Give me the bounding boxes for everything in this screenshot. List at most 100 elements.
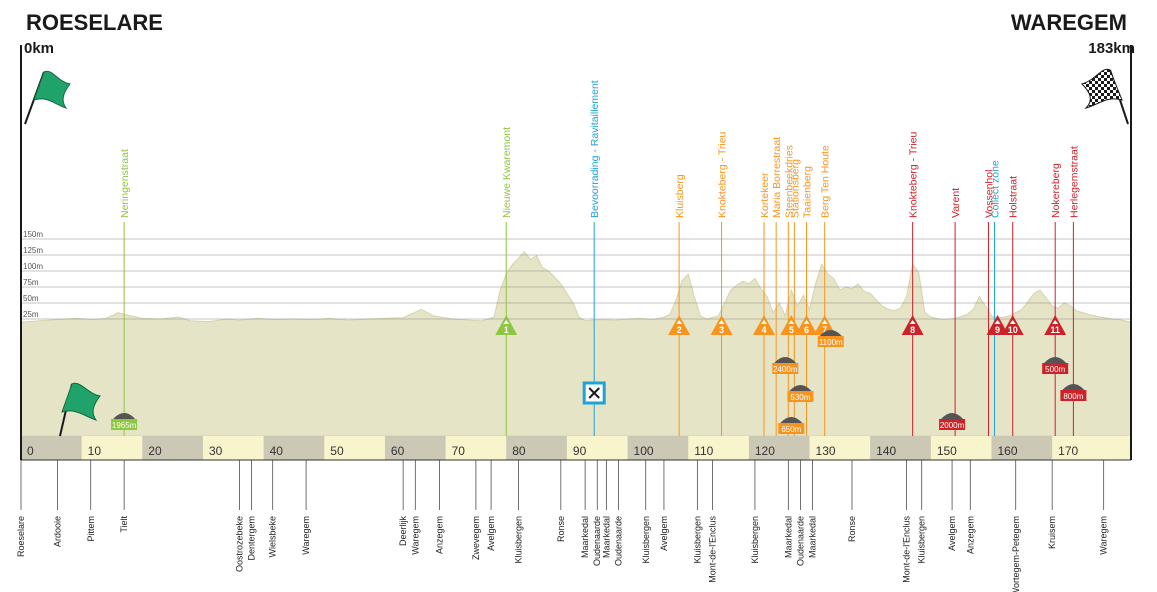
climb-number: 3 — [719, 325, 724, 335]
x-tick-label: 50 — [330, 444, 344, 458]
climb-triangle — [710, 315, 733, 335]
marker-label: Kortekeer — [759, 172, 771, 218]
climb-number: 11 — [1050, 325, 1060, 335]
cobble-length: 800m — [1063, 392, 1083, 401]
marker-label: Nieuwe Kwaremont — [501, 127, 513, 218]
climb-number: 8 — [910, 325, 915, 335]
town-label: Anzegem — [435, 516, 445, 554]
town-label: Mont-de-l'Enclus — [902, 516, 912, 583]
climb-badge: 4 — [753, 315, 776, 335]
km-band-segment — [142, 436, 203, 460]
finish-city: WAREGEM — [1010, 10, 1127, 35]
mountain-icon — [676, 320, 683, 324]
x-tick-label: 160 — [997, 444, 1017, 458]
town-label: Dentergem — [246, 516, 256, 561]
climb-triangle — [495, 315, 518, 335]
town-label: Kruisem — [1047, 516, 1057, 549]
cobble-length-box — [787, 391, 814, 402]
climb-number: 7 — [822, 325, 827, 335]
climb-triangle — [753, 315, 776, 335]
town-label: Anzegem — [965, 516, 975, 554]
cobble-length-box — [111, 419, 138, 430]
climb-badge: 7 — [813, 315, 836, 335]
town-label: Pittem — [86, 516, 96, 542]
cobble-icon — [1062, 384, 1085, 390]
town-label: Avelgem — [947, 516, 957, 551]
climb-badge: 6 — [795, 315, 818, 335]
gridline-label: 125m — [23, 246, 43, 255]
cobble-length-box — [1060, 390, 1087, 401]
cobble-length-box — [1042, 363, 1069, 374]
km-band-segment — [21, 436, 82, 460]
marker-label: Bevoorrading - Ravitaillement — [589, 80, 601, 218]
cobble-length: 2400m — [773, 365, 798, 374]
town-label: Maarkedal — [783, 516, 793, 558]
marker-label: Maria Borrestraat — [771, 137, 783, 218]
cobble-badge: 500m — [1042, 357, 1069, 374]
start-km: 0km — [24, 40, 55, 57]
elevation-profile — [20, 251, 1132, 437]
gridline-label: 50m — [23, 294, 39, 303]
climb-badge: 11 — [1044, 315, 1067, 335]
mountain-icon — [821, 320, 828, 324]
km-band-segment — [748, 436, 810, 460]
town-label: Ronse — [847, 516, 857, 542]
marker-label: Varent — [950, 188, 962, 218]
km-band-segment — [506, 436, 567, 460]
cobble-icon — [780, 417, 803, 423]
cobble-badge: 650m — [778, 417, 805, 434]
x-tick-label: 100 — [634, 444, 654, 458]
climb-badge: 1 — [495, 315, 518, 335]
gridline-label: 75m — [23, 278, 39, 287]
cobble-icon — [789, 385, 812, 391]
x-tick-label: 80 — [512, 444, 526, 458]
x-tick-label: 130 — [816, 444, 836, 458]
mountain-icon — [1009, 320, 1016, 324]
x-tick-label: 150 — [937, 444, 957, 458]
town-label: Maarkedal — [808, 516, 818, 558]
mountain-icon — [788, 320, 795, 324]
cobble-badge: 1100m — [817, 330, 844, 347]
cobble-length: 2000m — [940, 421, 965, 430]
climb-triangle — [901, 315, 924, 335]
mountain-icon — [761, 320, 768, 324]
town-label: Deerlijk — [398, 516, 408, 547]
mountain-icon — [803, 320, 810, 324]
marker-label: Taaienberg — [801, 166, 813, 218]
town-label: Ronse — [556, 516, 566, 542]
climb-triangle — [1001, 315, 1024, 335]
marker-label: Stationsberg — [789, 159, 801, 218]
start-flag-icon — [24, 70, 71, 125]
cobble-length: 650m — [781, 425, 801, 434]
cobble-icon — [941, 413, 964, 419]
finish-km: 183km — [1088, 40, 1135, 57]
climb-triangle — [1044, 315, 1067, 335]
town-label: Waregem — [301, 516, 311, 555]
town-label: Waregem — [1099, 516, 1109, 555]
climb-triangle — [780, 315, 803, 335]
climb-badge: 2 — [668, 315, 691, 335]
marker-label: Kluisberg — [674, 174, 686, 218]
cobble-length: 530m — [790, 393, 810, 402]
cobble-length: 1100m — [819, 338, 843, 347]
town-label: Oostrozebeke — [234, 516, 244, 572]
town-label: Kluisbergen — [513, 516, 523, 564]
town-label: Mont-de-l'Enclus — [707, 516, 717, 583]
town-label: Oudenaarde — [613, 516, 623, 566]
town-label: Kluisbergen — [641, 516, 651, 564]
x-tick-label: 90 — [573, 444, 587, 458]
km-band-segment — [991, 436, 1053, 460]
cobble-badge: 2000m — [939, 413, 966, 430]
km-band-segment — [263, 436, 325, 460]
cobble-length-box — [939, 419, 966, 430]
km-band-segment — [870, 436, 931, 460]
start-flag-icon — [59, 382, 101, 437]
marker-label: Berg Ten Houte — [820, 145, 832, 218]
x-tick-label: 110 — [694, 444, 713, 458]
mountain-icon — [909, 320, 916, 324]
town-label: Maarkedal — [580, 516, 590, 558]
marker-label: Knokteberg - Trieu — [908, 131, 920, 218]
town-label: Kluisbergen — [917, 516, 927, 564]
climb-triangle — [986, 315, 1009, 335]
